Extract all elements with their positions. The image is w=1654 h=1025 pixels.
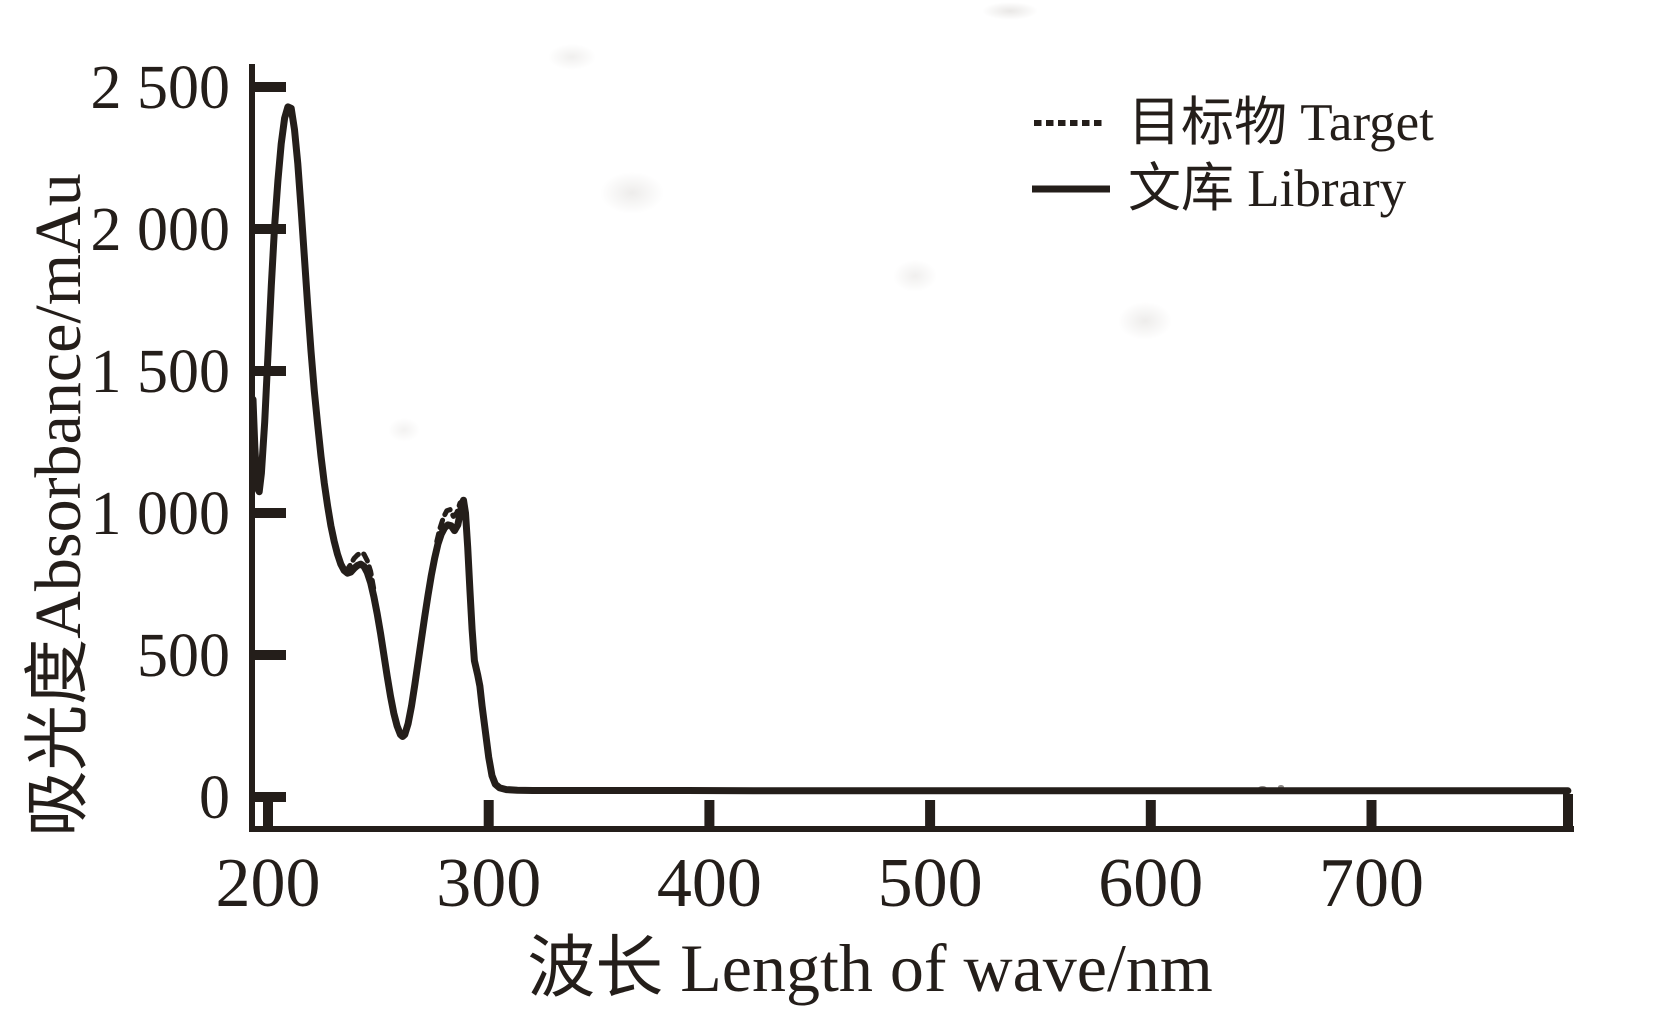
x-tick-label: 200 xyxy=(216,845,321,922)
target-curve-segment xyxy=(341,550,377,593)
y-tick-label: 1 000 xyxy=(91,480,231,548)
x-tick-label: 700 xyxy=(1319,845,1424,922)
y-tick-label: 1 500 xyxy=(91,338,231,406)
y-tick-label: 0 xyxy=(199,764,230,832)
y-tick-label: 2 500 xyxy=(91,54,231,122)
dashed-line-swatch xyxy=(1034,120,1102,126)
x-tick-label: 600 xyxy=(1098,845,1203,922)
y-axis-title: 吸光度Absorbance/mAu xyxy=(22,173,95,837)
x-axis-title: 波长 Length of wave/nm xyxy=(527,930,1213,1006)
legend-item-library: 文库 Library xyxy=(1032,156,1434,222)
x-tick-label: 400 xyxy=(657,845,762,922)
legend-label-target: 目标物 Target xyxy=(1128,93,1434,152)
y-tick-label: 2 000 xyxy=(91,196,231,264)
x-tick-label: 500 xyxy=(878,845,983,922)
legend-item-target: 目标物 Target xyxy=(1032,90,1434,156)
library-curve xyxy=(249,103,1572,795)
x-tick-label: 300 xyxy=(436,845,541,922)
solid-line-swatch xyxy=(1032,185,1110,193)
y-tick-label: 500 xyxy=(137,622,230,690)
legend: 目标物 Target 文库 Library xyxy=(1032,90,1434,222)
target-curve-segment xyxy=(434,497,466,544)
legend-label-library: 文库 Library xyxy=(1128,159,1407,218)
scan-speck xyxy=(1278,785,1284,789)
